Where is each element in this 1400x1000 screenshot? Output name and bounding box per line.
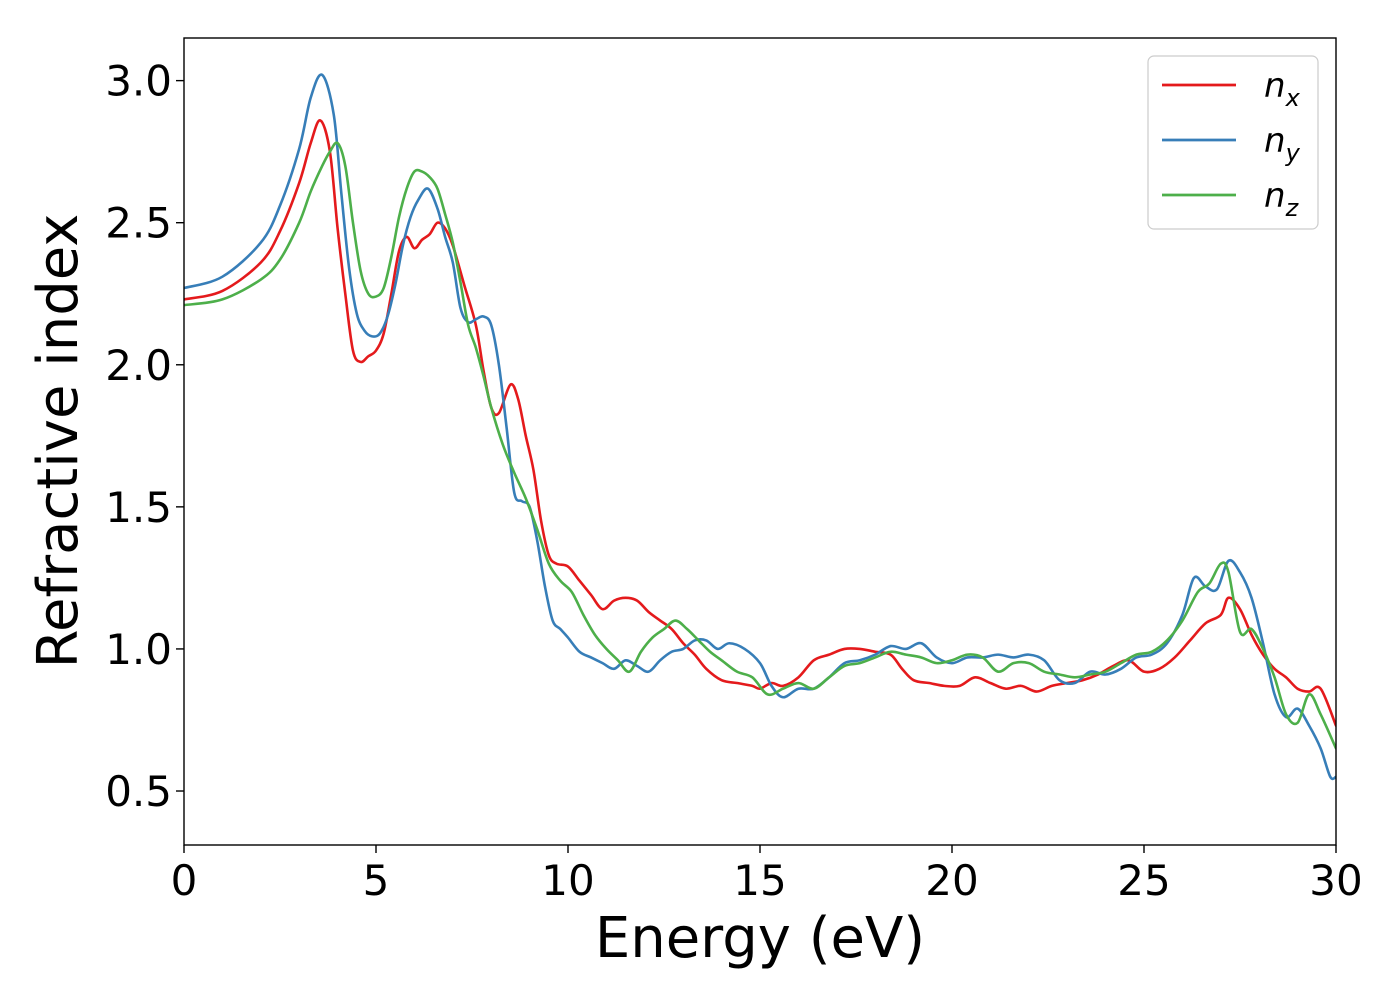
x-tick-label: 5 <box>363 856 390 905</box>
legend-label-nz: nz <box>1264 176 1300 222</box>
y-tick-label: 2.0 <box>105 341 172 390</box>
series-line-nx <box>184 119 1336 727</box>
x-tick-label: 15 <box>733 856 786 905</box>
legend-box <box>1147 55 1319 230</box>
legend-label-subscript: z <box>1285 194 1300 222</box>
x-tick-label: 10 <box>541 856 594 905</box>
series-layer <box>184 73 1336 781</box>
legend-label-base: n <box>1264 121 1286 161</box>
legend-label-base: n <box>1264 66 1286 106</box>
x-tick-label: 0 <box>171 856 198 905</box>
y-tick-label: 1.5 <box>105 483 172 532</box>
series-line-nz <box>184 141 1336 750</box>
y-axis-title: Refractive index <box>26 214 91 669</box>
x-tick-label: 25 <box>1117 856 1170 905</box>
legend-label-subscript: x <box>1285 84 1301 112</box>
series-line-ny <box>184 73 1336 781</box>
x-axis: 0 5 10 15 20 25 30 <box>171 845 1363 905</box>
x-tick-label: 30 <box>1309 856 1362 905</box>
x-tick-label: 20 <box>925 856 978 905</box>
y-tick-label: 3.0 <box>105 57 172 106</box>
legend-label-ny: ny <box>1264 121 1301 167</box>
x-axis-title: Energy (eV) <box>595 906 925 971</box>
legend-label-nx: nx <box>1264 66 1301 112</box>
legend-label-base: n <box>1264 176 1286 216</box>
legend-label-subscript: y <box>1285 139 1301 167</box>
y-tick-label: 2.5 <box>105 199 172 248</box>
y-tick-label: 0.5 <box>105 767 172 816</box>
y-axis: 0.5 1.0 1.5 2.0 2.5 3.0 <box>105 57 184 816</box>
y-tick-label: 1.0 <box>105 625 172 674</box>
